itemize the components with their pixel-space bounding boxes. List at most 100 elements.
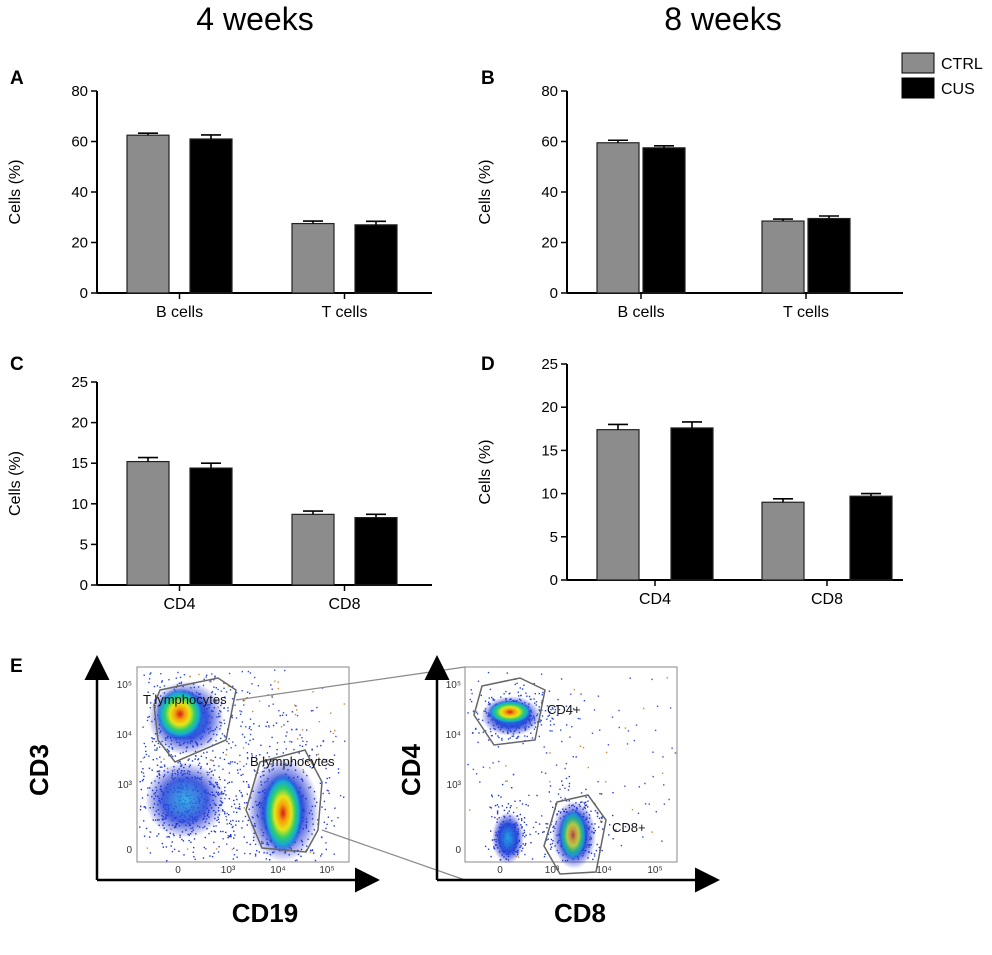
flow-event-dot	[188, 758, 190, 760]
flow-event-dot	[279, 714, 281, 717]
flow-event-dot	[213, 852, 215, 854]
flow-event-dot	[547, 838, 549, 840]
flow-event-dot	[515, 737, 517, 740]
flow-event-dot	[601, 816, 603, 818]
chart-c-ytick-label: 10	[71, 496, 88, 513]
flow-event-dot	[544, 710, 547, 712]
flow-event-dot	[530, 732, 532, 734]
flow-event-dot	[246, 793, 248, 795]
flow-event-dot	[525, 834, 527, 836]
flow-event-dot	[547, 715, 549, 717]
flow-event-dot	[529, 698, 532, 700]
flow-event-dot	[532, 826, 535, 829]
flow-event-dot	[503, 693, 505, 695]
flow-event-dot	[476, 711, 478, 713]
flow-event-dot	[302, 740, 304, 742]
flow-event-dot	[160, 761, 162, 763]
flow-event-dot	[580, 693, 582, 695]
flow-event-dot	[206, 751, 208, 753]
flow-event-dot	[326, 777, 328, 780]
flow-event-dot	[520, 818, 523, 820]
flow-event-dot	[522, 742, 524, 745]
flow-event-dot	[224, 813, 226, 815]
flow-event-dot	[506, 672, 508, 674]
flow1-t-cluster	[156, 688, 204, 740]
flow-event-dot	[253, 769, 255, 771]
flow-event-dot	[244, 852, 246, 855]
flow-event-dot	[265, 858, 267, 860]
flow-event-dot	[223, 707, 225, 709]
flow-event-dot	[656, 705, 659, 707]
flow-event-dot	[255, 755, 257, 757]
flow-event-dot	[533, 682, 535, 685]
flow-event-dot	[193, 846, 195, 849]
bar-chart-c: 0 5 10 15 20 25 Cells (%) CD4 CD8	[7, 374, 432, 613]
flow-event-dot	[183, 674, 186, 676]
flow-event-dot	[150, 672, 152, 674]
flow-event-dot	[164, 765, 166, 767]
flow-event-dot	[494, 804, 497, 807]
flow-event-dot	[507, 803, 510, 805]
flow-event-dot	[671, 747, 673, 749]
flow-event-dot	[178, 760, 181, 763]
flow-event-dot	[500, 696, 502, 698]
flow-event-dot	[212, 750, 214, 752]
flow-event-dot	[478, 732, 480, 734]
flow-event-dot	[217, 688, 219, 691]
flow-event-dot	[327, 763, 329, 765]
flow-event-dot	[528, 695, 531, 698]
chart-b-category-label: T cells	[783, 304, 829, 321]
flow-event-dot	[577, 717, 579, 720]
flow-event-dot	[230, 823, 232, 826]
flow-event-dot	[595, 849, 598, 852]
flow-event-dot	[247, 670, 250, 673]
flow-event-dot	[224, 736, 226, 738]
flow-event-dot	[143, 742, 145, 745]
flow-event-dot	[251, 683, 253, 685]
flow-event-dot	[294, 859, 297, 862]
flow-event-dot	[594, 823, 596, 825]
flow2-ytick-3: 0	[455, 845, 461, 856]
flow-event-dot	[223, 734, 226, 737]
flow-event-dot	[152, 759, 154, 761]
flow-event-dot	[325, 827, 327, 830]
flow-event-dot	[488, 701, 490, 703]
flow-event-dot	[334, 807, 336, 809]
legend-label-ctrl: CTRL	[941, 56, 983, 73]
flow-event-dot	[585, 804, 587, 807]
flow-event-dot	[223, 758, 226, 761]
flow-event-dot	[325, 782, 327, 784]
flow-event-dot	[471, 692, 473, 695]
flow-event-dot	[669, 707, 672, 709]
flow-event-dot	[157, 770, 159, 772]
flow-event-dot	[497, 746, 500, 748]
flow-event-dot	[211, 855, 214, 858]
flow-event-dot	[215, 848, 218, 850]
flow-event-dot	[511, 735, 513, 737]
flow-event-dot	[251, 753, 253, 755]
flow-event-dot	[142, 768, 144, 770]
flow-event-dot	[542, 831, 544, 833]
flow-event-dot	[226, 748, 228, 751]
flow-event-dot	[597, 781, 599, 783]
flow-event-dot	[337, 768, 340, 770]
flow-event-dot	[531, 737, 534, 739]
flow-event-dot	[527, 805, 529, 807]
bar-chart-d: 0 5 10 15 20 25 Cells (%) CD4 CD8	[477, 356, 903, 608]
flow-event-dot	[173, 848, 176, 851]
bar-b-b-cells-cus	[642, 147, 686, 294]
flow-event-dot	[285, 748, 287, 750]
flow-event-dot	[214, 676, 216, 678]
flow-event-dot	[325, 767, 327, 770]
flow-event-dot	[674, 752, 677, 754]
flow-event-dot	[514, 800, 516, 802]
flow-event-dot	[490, 807, 492, 809]
flow-event-dot	[257, 772, 259, 774]
flow-event-dot	[271, 695, 273, 697]
flow-event-dot	[471, 732, 474, 734]
flow-event-dot	[467, 712, 469, 714]
flow-event-dot	[496, 813, 499, 815]
flow-event-dot	[238, 805, 241, 808]
flow-event-dot	[548, 791, 550, 793]
flow-event-dot	[543, 746, 545, 748]
